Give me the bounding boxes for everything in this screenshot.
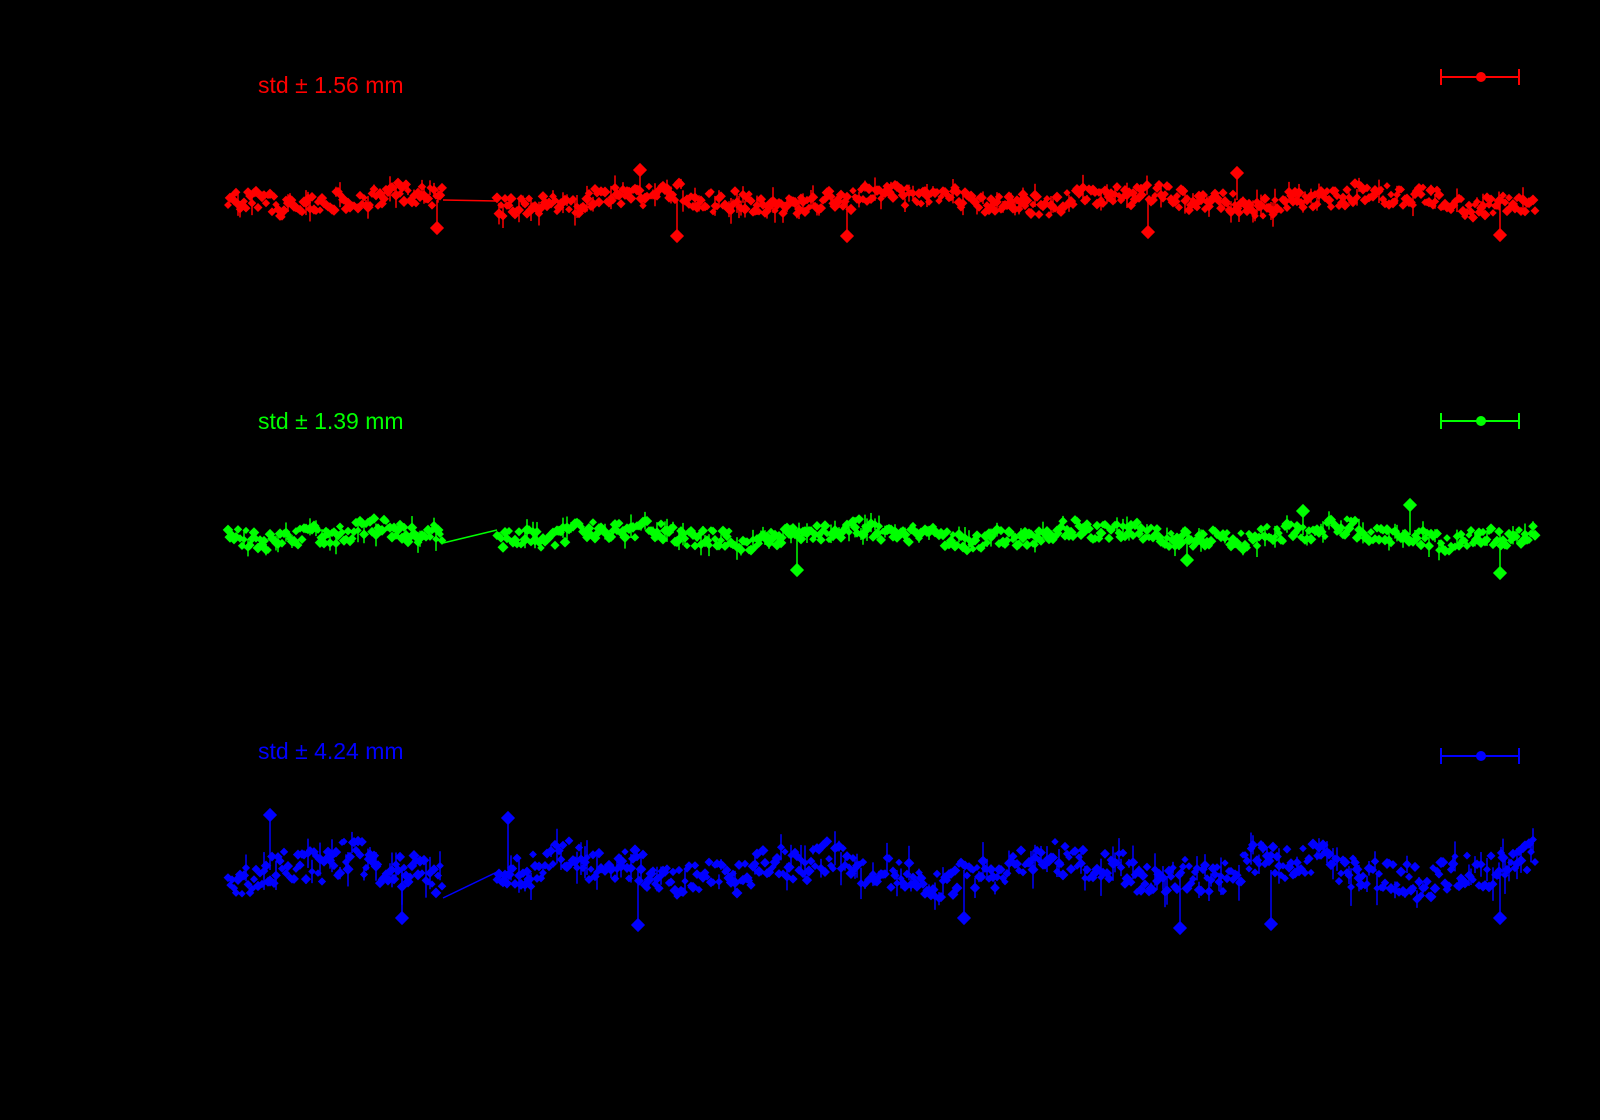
series-x xyxy=(224,162,1540,244)
legend-errorbar-icon-x xyxy=(1440,69,1520,85)
std-annotation-z: std ± 4.24 mm xyxy=(258,738,404,764)
std-annotation-y: std ± 1.39 mm xyxy=(258,408,404,434)
series-y xyxy=(222,497,1541,581)
legend-errorbar-icon-z xyxy=(1440,748,1520,764)
legend-errorbar-icon-y xyxy=(1440,413,1520,429)
series-z xyxy=(223,807,1539,936)
std-annotation-x: std ± 1.56 mm xyxy=(258,72,404,98)
